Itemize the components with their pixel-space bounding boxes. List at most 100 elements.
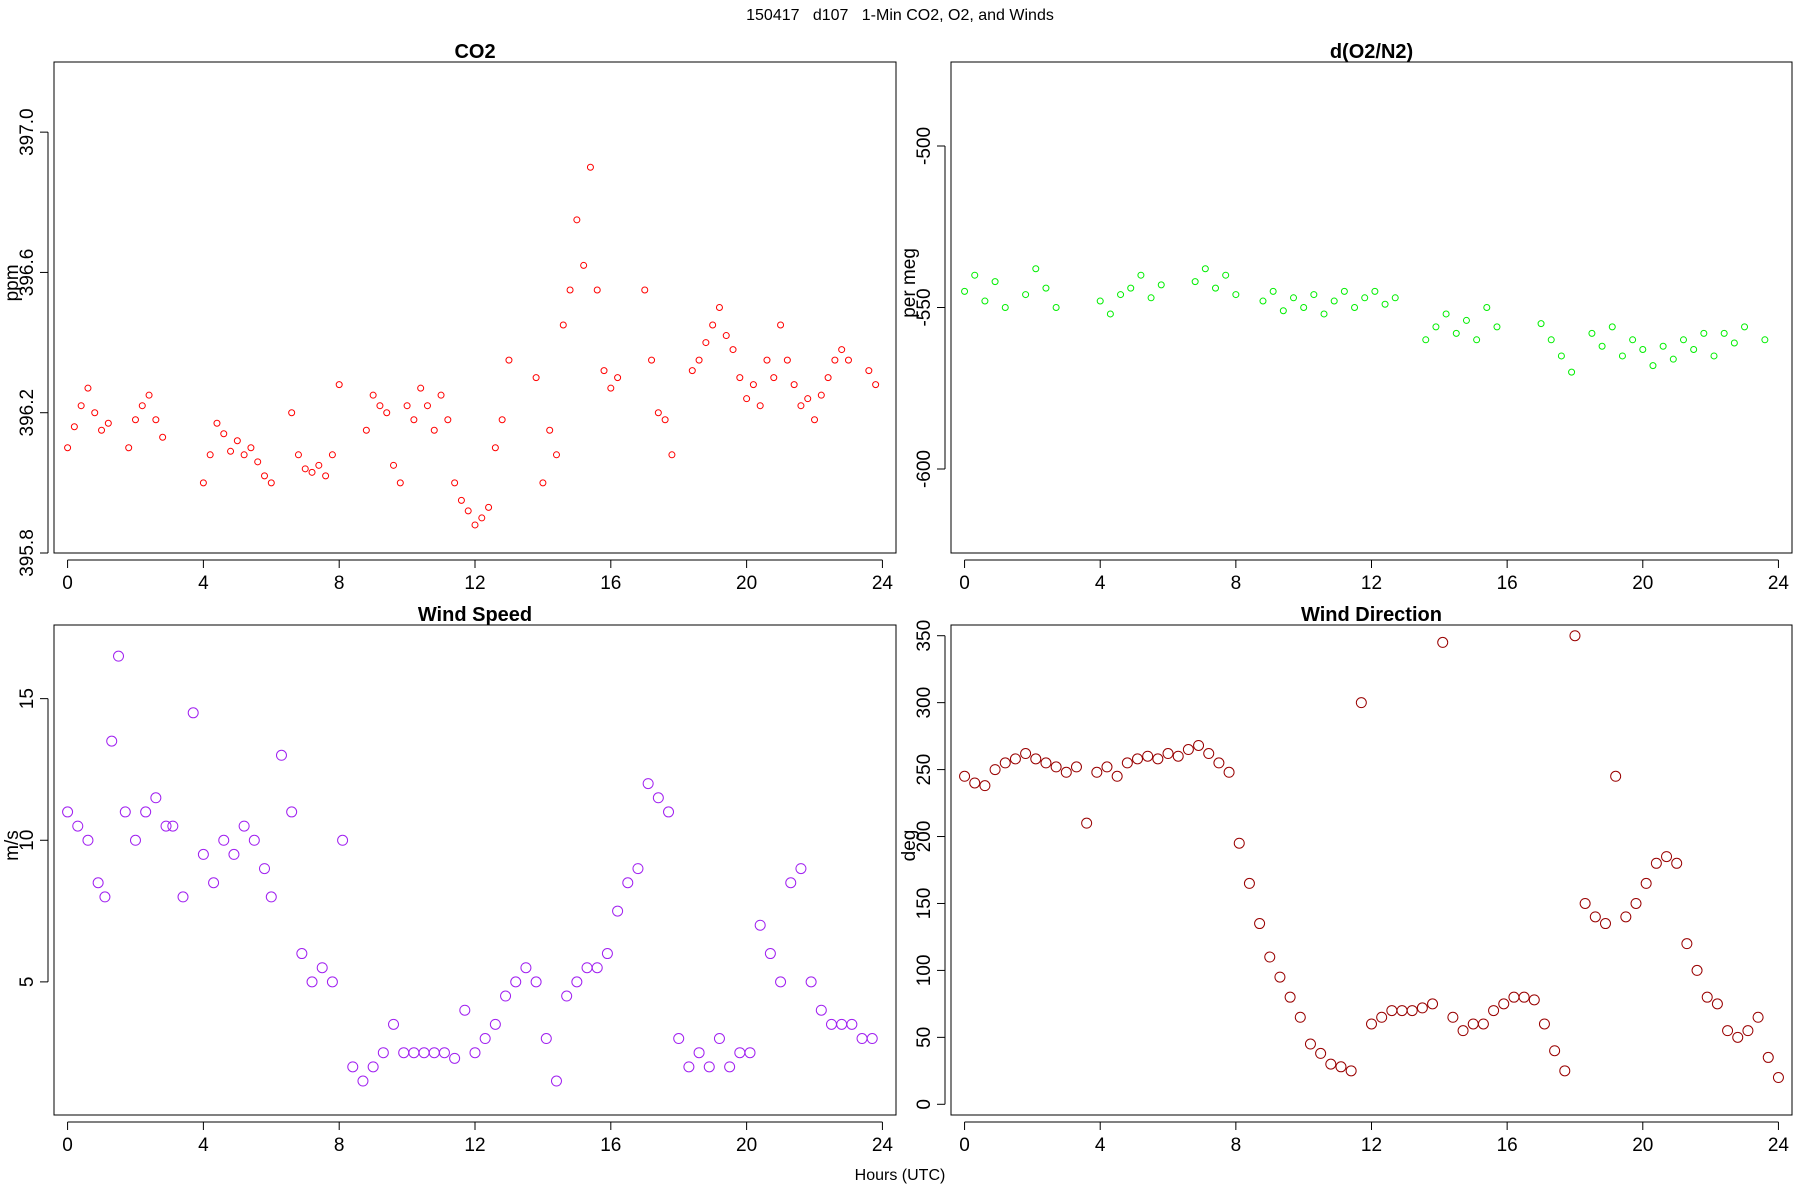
wind-speed-y-axis-label: m/s bbox=[2, 830, 23, 861]
co2-point bbox=[539, 479, 547, 487]
o2n2-point bbox=[1259, 297, 1267, 305]
o2n2-point bbox=[1690, 345, 1698, 353]
wind-speed-point bbox=[724, 1061, 736, 1073]
co2-point bbox=[817, 391, 825, 399]
wind-direction-y-tick-label: 350 bbox=[914, 620, 935, 652]
co2-y-tick-label: 397.0 bbox=[17, 108, 38, 156]
o2n2-point bbox=[1659, 342, 1667, 350]
co2-point bbox=[213, 419, 221, 427]
co2-point bbox=[715, 304, 723, 311]
co2-point bbox=[125, 444, 133, 452]
o2n2-point bbox=[1117, 291, 1125, 299]
wind-direction-point bbox=[1559, 1065, 1571, 1077]
wind-speed-point bbox=[754, 919, 766, 931]
wind-speed-point bbox=[337, 834, 349, 846]
wind-direction-point bbox=[1264, 951, 1276, 963]
wind-direction-point bbox=[1630, 897, 1642, 909]
wind-direction-y-tick-label: 250 bbox=[914, 754, 935, 786]
o2n2-point bbox=[1547, 336, 1555, 344]
wind-speed-point bbox=[326, 976, 338, 988]
wind-speed-point bbox=[449, 1052, 461, 1064]
co2-point bbox=[152, 416, 160, 424]
wind-direction-point bbox=[1427, 998, 1439, 1010]
wind-direction-point bbox=[1111, 770, 1123, 782]
wind-speed-x-tick-label: 0 bbox=[62, 1135, 73, 1156]
co2-point bbox=[315, 461, 323, 469]
wind-speed-point bbox=[347, 1061, 359, 1073]
co2-point bbox=[552, 451, 560, 459]
co2-point bbox=[722, 332, 730, 340]
o2n2-point bbox=[1157, 281, 1165, 289]
wind-direction-point bbox=[1406, 1005, 1418, 1017]
wind-speed-point bbox=[428, 1047, 440, 1059]
co2-point bbox=[206, 451, 214, 459]
wind-direction-y-tick-label: 150 bbox=[914, 888, 935, 920]
wind-direction-point bbox=[1182, 744, 1194, 756]
wind-direction-point bbox=[1447, 1011, 1459, 1023]
wind-direction-point bbox=[1386, 1005, 1398, 1017]
wind-speed-point bbox=[775, 976, 787, 988]
wind-speed-point bbox=[377, 1047, 389, 1059]
co2-point bbox=[233, 437, 241, 445]
wind-speed-point bbox=[72, 820, 84, 832]
wind-direction-point bbox=[1050, 761, 1062, 773]
wind-direction-point bbox=[1315, 1047, 1327, 1059]
wind-speed-point bbox=[561, 990, 573, 1002]
co2-point bbox=[668, 451, 676, 459]
co2-point bbox=[811, 416, 819, 424]
wind-direction-point bbox=[1569, 630, 1581, 642]
co2-point bbox=[159, 433, 167, 441]
co2-point bbox=[240, 451, 248, 459]
wind-speed-point bbox=[62, 806, 74, 818]
wind-speed-point bbox=[92, 877, 104, 889]
co2-point bbox=[294, 451, 302, 459]
co2-point bbox=[131, 416, 139, 424]
wind-speed-point bbox=[856, 1033, 868, 1045]
wind-direction-point bbox=[1294, 1011, 1306, 1023]
o2n2-point bbox=[1669, 355, 1677, 363]
wind-direction-point bbox=[1376, 1011, 1388, 1023]
wind-direction-point bbox=[1416, 1002, 1428, 1014]
wind-direction-point bbox=[1274, 971, 1286, 983]
wind-direction-point bbox=[1477, 1018, 1489, 1030]
wind-speed-point bbox=[744, 1047, 756, 1059]
wind-direction-point bbox=[1579, 897, 1591, 909]
o2n2-point bbox=[1493, 323, 1501, 331]
o2n2-point bbox=[1137, 271, 1145, 279]
wind-direction-point bbox=[1549, 1045, 1561, 1057]
wind-speed-point bbox=[357, 1075, 369, 1087]
wind-speed-point bbox=[479, 1033, 491, 1045]
o2n2-point bbox=[1608, 323, 1616, 331]
wind-direction-point bbox=[1650, 857, 1662, 869]
o2n2-y-tick-label: -550 bbox=[914, 288, 935, 326]
wind-speed-point bbox=[296, 948, 308, 960]
co2-point bbox=[614, 374, 622, 382]
wind-direction-x-tick-label: 24 bbox=[1768, 1135, 1790, 1156]
wind-direction-point bbox=[1640, 877, 1652, 889]
co2-point bbox=[145, 391, 153, 399]
o2n2-x-tick-label: 12 bbox=[1361, 573, 1382, 594]
wind-speed-y-tick-label: 5 bbox=[17, 977, 38, 988]
co2-point bbox=[532, 374, 540, 382]
wind-direction-point bbox=[1355, 697, 1367, 709]
wind-speed-point bbox=[187, 707, 199, 719]
co2-point bbox=[770, 374, 778, 382]
co2-point bbox=[98, 426, 106, 434]
wind-speed-point bbox=[571, 976, 583, 988]
o2n2-point bbox=[1483, 304, 1491, 311]
wind-speed-point bbox=[286, 806, 298, 818]
co2-point bbox=[763, 356, 771, 364]
wind-speed-point bbox=[408, 1047, 420, 1059]
co2-point bbox=[824, 374, 832, 382]
o2n2-point bbox=[1741, 323, 1749, 331]
co2-point bbox=[790, 381, 798, 389]
wind-direction-point bbox=[1254, 918, 1266, 930]
wind-direction-y-axis-label: deg bbox=[899, 830, 920, 862]
wind-direction-point bbox=[1742, 1025, 1754, 1037]
co2-point bbox=[729, 346, 737, 354]
co2-point bbox=[335, 381, 343, 389]
o2n2-x-tick-label: 0 bbox=[959, 573, 970, 594]
wind-speed-point bbox=[306, 976, 318, 988]
co2-point bbox=[491, 444, 499, 452]
co2-point bbox=[736, 374, 744, 382]
